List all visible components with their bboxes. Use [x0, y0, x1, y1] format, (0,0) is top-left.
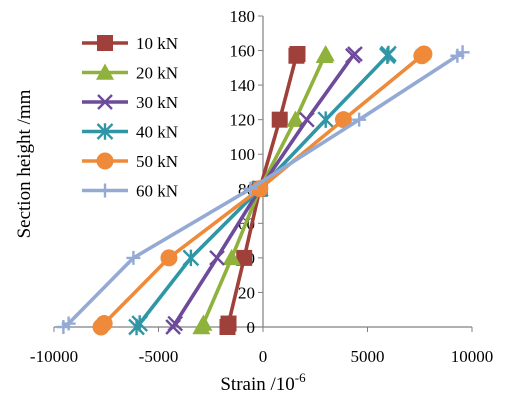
data-point — [289, 46, 306, 63]
data-point — [316, 45, 335, 62]
series-50-kn — [92, 45, 433, 336]
x-axis-title-main: Strain /10 — [220, 374, 294, 395]
legend-label: 10 kN — [136, 34, 178, 53]
data-point — [222, 248, 241, 266]
y-tick-label: 160 — [230, 42, 256, 61]
x-axis-title-superscript: -6 — [295, 370, 306, 385]
data-point — [271, 111, 288, 128]
data-point — [299, 111, 315, 128]
series-layer — [56, 45, 470, 336]
legend-label: 50 kN — [136, 152, 178, 171]
data-point — [347, 46, 363, 62]
legend-entry: 50 kN — [82, 152, 178, 171]
legend-marker — [96, 152, 114, 170]
data-point — [317, 111, 335, 129]
x-tick-label: -5000 — [139, 347, 179, 366]
data-point — [126, 250, 141, 265]
x-tick-label: -10000 — [30, 347, 78, 366]
y-tick-label: 100 — [230, 145, 256, 164]
data-point — [455, 45, 470, 60]
legend-label: 60 kN — [136, 182, 178, 201]
data-point — [220, 315, 237, 332]
y-tick-label: 0 — [247, 318, 256, 337]
legend-entry: 20 kN — [82, 63, 178, 83]
y-axis-title: Section height /mm — [14, 89, 35, 238]
data-point — [131, 315, 149, 332]
y-tick-label: 140 — [230, 76, 256, 95]
y-tick-label: 20 — [238, 283, 255, 302]
data-point — [182, 249, 200, 267]
legend-entry: 40 kN — [82, 123, 178, 142]
data-point — [334, 111, 352, 129]
legend-entry: 10 kN — [82, 34, 178, 53]
x-tick-label: 5000 — [351, 347, 385, 366]
data-point — [95, 315, 113, 333]
legend-entry: 30 kN — [82, 93, 178, 112]
data-point — [209, 250, 225, 266]
data-point — [380, 45, 397, 63]
data-point — [286, 110, 305, 127]
data-point — [243, 181, 258, 196]
y-tick-label: 180 — [230, 7, 256, 26]
legend-marker — [96, 63, 114, 80]
legend: 10 kN 20 kN 30 kN 40 kN 50 kN 60 kN — [82, 34, 178, 201]
data-point — [61, 316, 76, 331]
legend-label: 40 kN — [136, 123, 178, 142]
data-point — [352, 112, 367, 127]
x-tick-label: 10000 — [451, 347, 494, 366]
legend-label: 30 kN — [136, 93, 178, 112]
data-point — [167, 315, 184, 332]
legend-marker — [97, 35, 113, 51]
data-point — [194, 314, 213, 331]
data-point — [236, 249, 253, 266]
data-point — [415, 45, 433, 63]
series-60-kn — [56, 45, 470, 334]
legend-marker — [96, 123, 114, 140]
legend-marker — [98, 183, 112, 198]
x-axis-title: Strain /10-6 — [220, 370, 306, 395]
legend-marker — [97, 94, 113, 110]
data-point — [160, 249, 178, 267]
x-tick-label: 0 — [259, 347, 268, 366]
legend-entry: 60 kN — [82, 182, 178, 201]
axis-titles: Strain /10-6 Section height /mm — [14, 89, 306, 395]
legend-label: 20 kN — [136, 64, 178, 83]
y-tick-label: 120 — [230, 111, 256, 130]
